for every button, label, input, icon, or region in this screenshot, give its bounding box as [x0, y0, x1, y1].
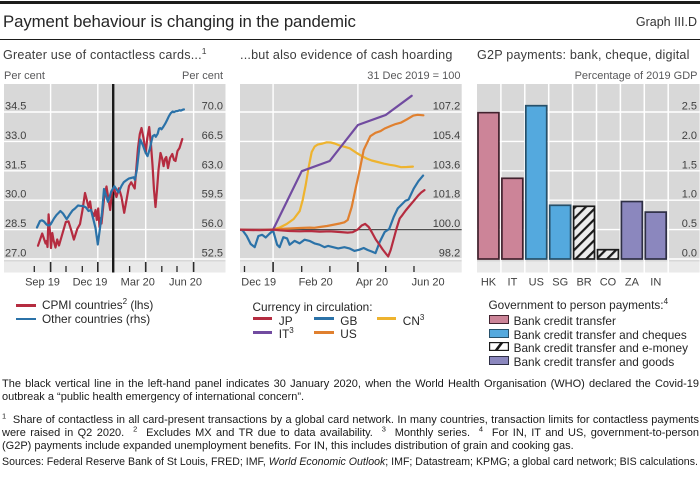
svg-text:107.2: 107.2	[433, 101, 461, 113]
svg-text:BR: BR	[577, 276, 592, 288]
svg-text:ZA: ZA	[625, 276, 640, 288]
svg-text:66.5: 66.5	[202, 130, 223, 142]
svg-text:28.5: 28.5	[5, 218, 26, 230]
svg-text:1.0: 1.0	[682, 189, 697, 201]
svg-text:56.0: 56.0	[202, 218, 223, 230]
svg-text:2.0: 2.0	[682, 130, 697, 142]
svg-text:Jun 20: Jun 20	[169, 277, 202, 289]
svg-text:Apr 20: Apr 20	[356, 276, 388, 288]
svg-text:IN: IN	[651, 276, 662, 288]
svg-text:0.0: 0.0	[682, 247, 697, 259]
svg-text:59.5: 59.5	[202, 189, 223, 201]
svg-text:IT: IT	[508, 276, 518, 288]
svg-text:2.5: 2.5	[682, 101, 697, 113]
svg-text:52.5: 52.5	[202, 248, 223, 260]
svg-text:Dec 19: Dec 19	[73, 277, 108, 289]
svg-text:US: US	[529, 276, 544, 288]
svg-text:1.5: 1.5	[682, 159, 697, 171]
svg-text:Feb 20: Feb 20	[299, 276, 333, 288]
svg-text:0.5: 0.5	[682, 218, 697, 230]
svg-text:105.4: 105.4	[433, 130, 461, 142]
svg-text:27.0: 27.0	[5, 248, 26, 260]
svg-text:98.2: 98.2	[439, 247, 460, 259]
svg-text:30.0: 30.0	[5, 189, 26, 201]
svg-text:Sep 19: Sep 19	[25, 277, 60, 289]
svg-text:SG: SG	[553, 276, 569, 288]
svg-text:63.0: 63.0	[202, 159, 223, 171]
svg-text:34.5: 34.5	[5, 101, 26, 113]
svg-text:103.6: 103.6	[433, 159, 461, 171]
svg-text:Dec 19: Dec 19	[242, 276, 277, 288]
svg-text:33.0: 33.0	[5, 130, 26, 142]
svg-text:100.0: 100.0	[433, 218, 461, 230]
svg-text:HK: HK	[481, 276, 497, 288]
svg-text:70.0: 70.0	[202, 101, 223, 113]
svg-text:Jun 20: Jun 20	[412, 276, 445, 288]
svg-text:101.8: 101.8	[433, 189, 461, 201]
svg-text:31.5: 31.5	[5, 159, 26, 171]
svg-text:CO: CO	[600, 276, 617, 288]
svg-text:Mar 20: Mar 20	[121, 277, 155, 289]
